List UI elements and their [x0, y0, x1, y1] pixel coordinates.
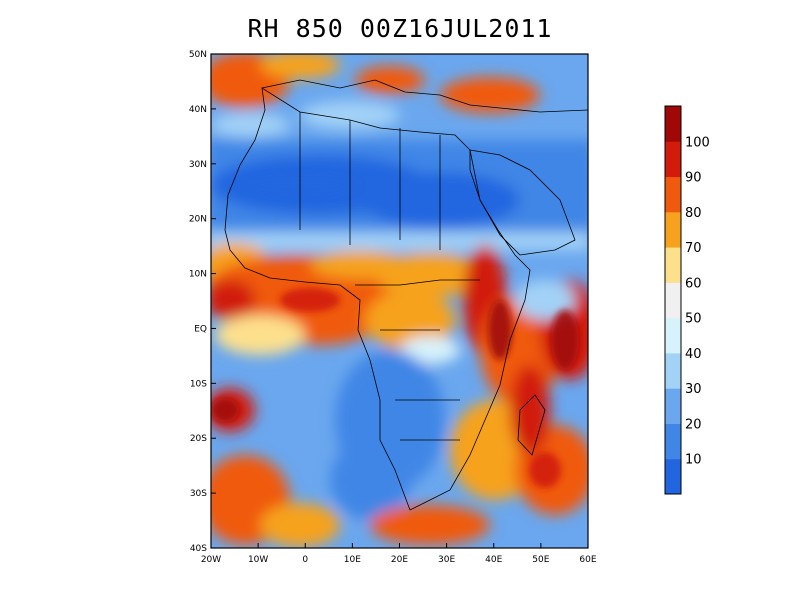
- colorbar-label: 100: [685, 135, 710, 150]
- colorbar: 10 20 30 40 50 60 70 80 90 100: [664, 105, 710, 495]
- colorbar-segment: [665, 176, 681, 213]
- colorbar-segment: [665, 458, 681, 495]
- lat-tick-label: 10N: [189, 270, 207, 280]
- colorbar-label: 30: [685, 382, 702, 397]
- lon-tick-label: 40E: [485, 555, 502, 565]
- lat-tick-label: 20S: [190, 434, 207, 444]
- coastlines: [224, 79, 588, 511]
- lat-tick-label: 40S: [190, 544, 207, 554]
- colorbar-label: 50: [685, 312, 702, 327]
- lat-tick-label: 30S: [190, 489, 207, 499]
- map-ticks: 20W 10W 0 10E 20E 30E 40E 50E 60E 50N 40N 30N 20N 10N…: [189, 50, 597, 565]
- colorbar-segment: [665, 317, 681, 354]
- lat-tick-label: 20N: [189, 215, 207, 225]
- lon-tick-label: 60E: [579, 555, 596, 565]
- colorbar-label: 20: [685, 417, 702, 432]
- lon-tick-label: 0: [302, 555, 308, 565]
- colorbar-label: 70: [685, 241, 702, 256]
- lat-tick-label: EQ: [194, 324, 207, 334]
- colorbar-segment: [665, 352, 681, 389]
- colorbar-label: 10: [685, 453, 702, 468]
- lon-tick-label: 30E: [438, 555, 455, 565]
- lat-tick-label: 40N: [189, 105, 207, 115]
- lon-tick-label: 10W: [248, 555, 268, 565]
- colorbar-segment: [665, 106, 681, 142]
- colorbar-segment: [665, 282, 681, 319]
- lon-tick-label: 50E: [532, 555, 549, 565]
- colorbar-frame: [664, 105, 682, 495]
- lat-tick-label: 50N: [189, 50, 207, 60]
- colorbar-label: 60: [685, 276, 702, 291]
- colorbar-segment: [665, 211, 681, 248]
- colorbar-label: 90: [685, 171, 702, 186]
- lat-tick-label: 10S: [190, 379, 207, 389]
- colorbar-label: 40: [685, 347, 702, 362]
- colorbar-label: 80: [685, 206, 702, 221]
- colorbar-segment: [665, 388, 681, 424]
- colorbar-segment: [665, 141, 681, 178]
- colorbar-segment: [665, 247, 681, 283]
- colorbar-segment: [665, 423, 681, 460]
- lat-tick-label: 30N: [189, 160, 207, 170]
- plot-title: RH 850 00Z16JUL2011: [247, 14, 553, 43]
- lon-tick-label: 10E: [344, 555, 361, 565]
- lon-tick-label: 20E: [391, 555, 408, 565]
- lon-tick-label: 20W: [201, 555, 221, 565]
